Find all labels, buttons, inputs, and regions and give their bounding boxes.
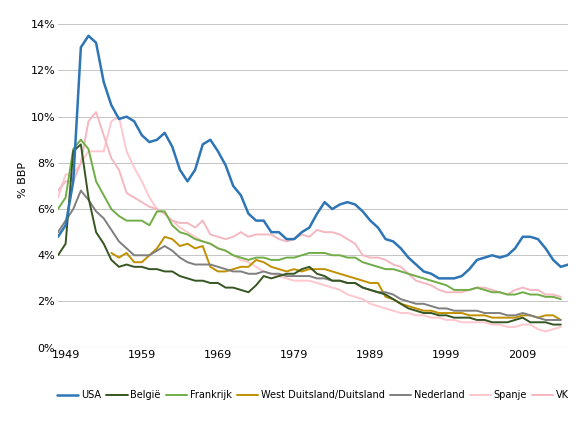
Spanje bbox=[123, 149, 130, 154]
Nederland bbox=[268, 271, 275, 276]
België bbox=[100, 241, 107, 246]
West Duitsland/Duitsland bbox=[268, 264, 275, 269]
België bbox=[550, 322, 557, 327]
Line: België: België bbox=[58, 145, 561, 325]
Spanje bbox=[542, 329, 549, 334]
VK bbox=[557, 294, 564, 299]
Frankrijk bbox=[268, 257, 275, 262]
Nederland bbox=[542, 318, 549, 323]
Nederland bbox=[100, 216, 107, 221]
België bbox=[268, 276, 275, 281]
USA bbox=[534, 237, 541, 242]
USA bbox=[428, 271, 435, 276]
Nederland bbox=[55, 230, 61, 235]
VK bbox=[93, 109, 100, 114]
USA bbox=[527, 234, 534, 239]
Line: USA: USA bbox=[58, 36, 568, 279]
Spanje bbox=[291, 278, 298, 283]
België bbox=[55, 253, 61, 258]
West Duitsland/Duitsland bbox=[108, 251, 115, 256]
Nederland bbox=[443, 306, 450, 311]
West Duitsland/Duitsland bbox=[260, 259, 267, 265]
Spanje bbox=[93, 149, 100, 154]
Nederland bbox=[519, 310, 526, 315]
USA bbox=[405, 255, 412, 260]
Line: Spanje: Spanje bbox=[58, 117, 561, 332]
Nederland bbox=[123, 246, 130, 251]
VK bbox=[123, 190, 130, 195]
USA bbox=[85, 33, 92, 38]
USA bbox=[473, 257, 480, 262]
Legend: USA, België, Frankrijk, West Duitsland/Duitsland, Nederland, Spanje, VK: USA, België, Frankrijk, West Duitsland/D… bbox=[53, 386, 573, 404]
Frankrijk bbox=[527, 292, 534, 297]
Frankrijk bbox=[291, 255, 298, 260]
VK bbox=[268, 232, 275, 237]
Line: VK: VK bbox=[58, 112, 561, 297]
Line: Nederland: Nederland bbox=[58, 191, 561, 320]
Nederland bbox=[291, 273, 298, 279]
Line: West Duitsland/Duitsland: West Duitsland/Duitsland bbox=[111, 237, 561, 320]
België bbox=[557, 322, 564, 327]
Frankrijk bbox=[123, 218, 130, 223]
België bbox=[443, 313, 450, 318]
Frankrijk bbox=[77, 137, 84, 142]
Spanje bbox=[268, 271, 275, 276]
USA bbox=[436, 276, 443, 281]
VK bbox=[443, 290, 450, 295]
België bbox=[519, 315, 526, 320]
VK bbox=[138, 200, 145, 205]
België bbox=[123, 262, 130, 267]
VK bbox=[527, 287, 534, 293]
West Duitsland/Duitsland bbox=[557, 318, 564, 323]
Frankrijk bbox=[557, 297, 564, 302]
Spanje bbox=[519, 322, 526, 327]
Spanje bbox=[115, 114, 122, 119]
Spanje bbox=[557, 324, 564, 329]
België bbox=[77, 142, 84, 147]
West Duitsland/Duitsland bbox=[230, 267, 237, 272]
VK bbox=[55, 188, 61, 193]
Spanje bbox=[443, 318, 450, 323]
Frankrijk bbox=[55, 206, 61, 212]
Nederland bbox=[77, 188, 84, 193]
Y-axis label: % BBP: % BBP bbox=[18, 162, 28, 198]
Line: Frankrijk: Frankrijk bbox=[58, 140, 561, 299]
West Duitsland/Duitsland bbox=[245, 264, 252, 269]
Nederland bbox=[557, 318, 564, 323]
USA bbox=[565, 262, 572, 267]
Spanje bbox=[55, 195, 61, 200]
West Duitsland/Duitsland bbox=[161, 234, 168, 239]
West Duitsland/Duitsland bbox=[191, 246, 198, 251]
VK bbox=[291, 237, 298, 242]
Frankrijk bbox=[138, 218, 145, 223]
USA bbox=[55, 234, 61, 239]
België bbox=[291, 271, 298, 276]
USA bbox=[519, 234, 526, 239]
West Duitsland/Duitsland bbox=[397, 301, 404, 306]
Frankrijk bbox=[443, 283, 450, 288]
